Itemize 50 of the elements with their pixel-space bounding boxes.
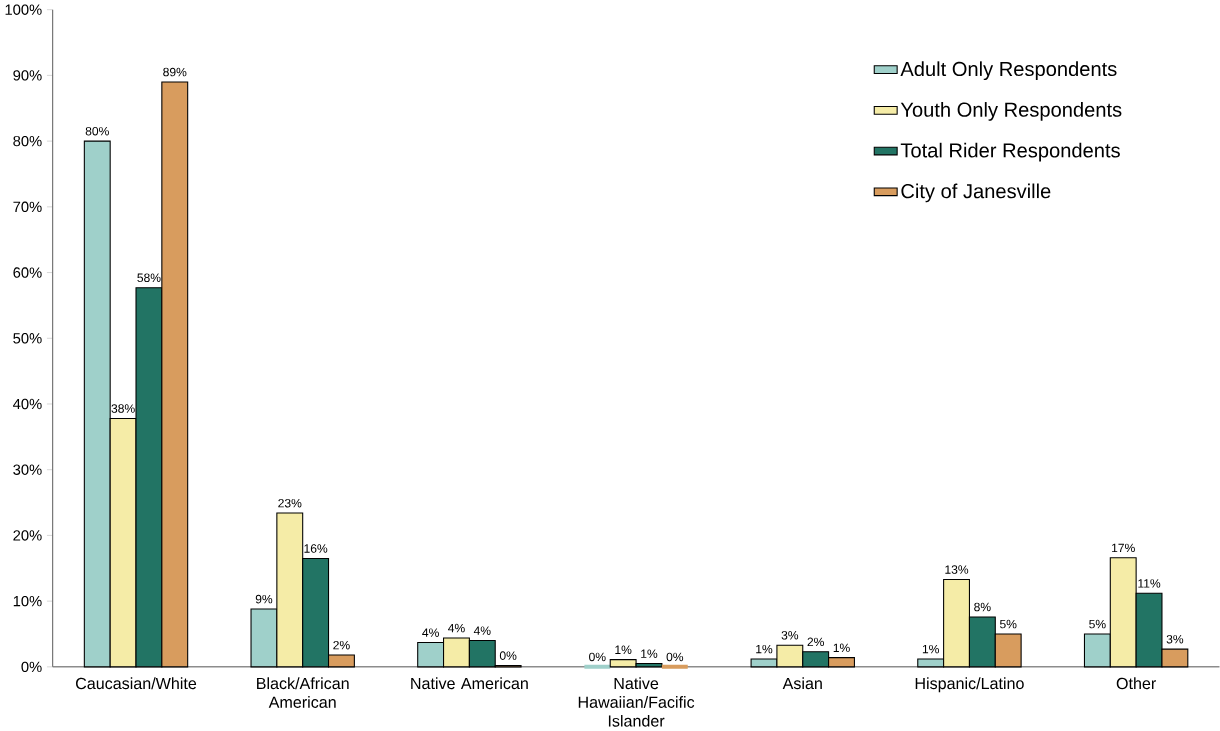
y-tick-label: 80% bbox=[13, 135, 42, 147]
data-label: 5% bbox=[999, 619, 1017, 629]
data-label: 0% bbox=[499, 651, 517, 660]
y-tick-label: 50% bbox=[13, 332, 42, 344]
data-label: 9% bbox=[255, 594, 273, 604]
legend-label: Adult Only Respondents bbox=[900, 61, 1117, 80]
data-label: 4% bbox=[473, 626, 491, 635]
y-tick-label: 20% bbox=[13, 530, 42, 541]
data-label: 0% bbox=[589, 652, 606, 662]
legend-label: City of Janesville bbox=[901, 183, 1051, 203]
y-tick-label: 70% bbox=[13, 201, 42, 212]
data-label: 11% bbox=[1138, 579, 1161, 588]
data-label: 2% bbox=[807, 637, 824, 647]
data-label: 4% bbox=[448, 623, 465, 633]
data-label: 4% bbox=[422, 628, 439, 637]
data-label: 3% bbox=[1166, 634, 1184, 644]
y-tick-label: 40% bbox=[13, 398, 42, 410]
y-tick-label: 60% bbox=[13, 267, 42, 278]
data-label: 80% bbox=[85, 126, 109, 136]
data-label: 17% bbox=[1112, 543, 1135, 553]
y-tick-label: 30% bbox=[13, 464, 42, 475]
x-tick-label: Black/African American bbox=[257, 677, 349, 708]
data-label: 13% bbox=[945, 565, 969, 574]
data-label: 1% bbox=[641, 649, 658, 658]
x-tick-label: Other bbox=[1116, 677, 1156, 690]
data-label: 2% bbox=[333, 640, 350, 650]
data-label: 1% bbox=[615, 645, 632, 654]
data-label: 0% bbox=[666, 652, 684, 662]
data-label: 3% bbox=[781, 630, 799, 640]
x-tick-label: Caucasian/White bbox=[76, 677, 197, 690]
data-label: 23% bbox=[278, 498, 302, 508]
data-label: 89% bbox=[163, 67, 187, 77]
data-label: 16% bbox=[304, 544, 328, 553]
legend-label: Youth Only Respondents bbox=[900, 101, 1122, 121]
y-tick-label: 100% bbox=[5, 4, 42, 15]
data-label: 38% bbox=[111, 404, 135, 413]
data-label: 8% bbox=[974, 602, 991, 612]
y-tick-label: 90% bbox=[13, 70, 42, 81]
x-tick-label: Asian bbox=[782, 677, 822, 690]
data-label: 1% bbox=[756, 644, 773, 654]
data-label: 5% bbox=[1089, 619, 1106, 629]
x-tick-label: Native Hawaiian/Facific Islander bbox=[578, 677, 695, 727]
data-label: 1% bbox=[833, 643, 850, 652]
x-tick-label: Native American bbox=[411, 677, 528, 690]
y-tick-label: 10% bbox=[13, 595, 42, 607]
data-label: 1% bbox=[922, 644, 939, 654]
y-tick-label: 0% bbox=[21, 661, 42, 672]
x-tick-label: Hispanic/Latino bbox=[915, 677, 1024, 693]
data-label: 58% bbox=[137, 273, 161, 282]
legend-label: Total Rider Respondents bbox=[900, 142, 1120, 162]
